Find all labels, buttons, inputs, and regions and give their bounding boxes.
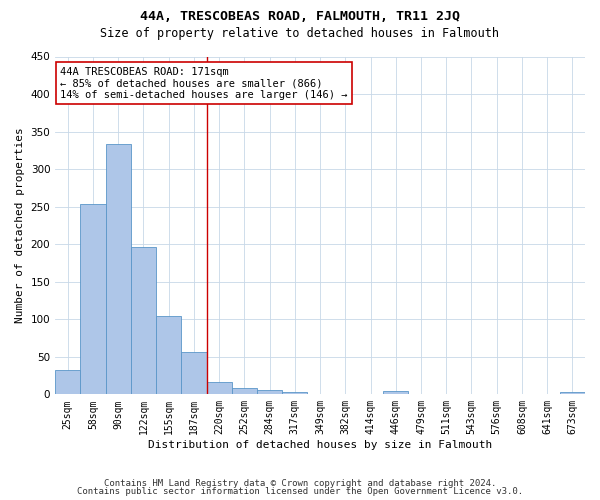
Text: 44A, TRESCOBEAS ROAD, FALMOUTH, TR11 2JQ: 44A, TRESCOBEAS ROAD, FALMOUTH, TR11 2JQ bbox=[140, 10, 460, 23]
Bar bbox=[156, 316, 181, 394]
Text: 44A TRESCOBEAS ROAD: 171sqm
← 85% of detached houses are smaller (866)
14% of se: 44A TRESCOBEAS ROAD: 171sqm ← 85% of det… bbox=[61, 66, 348, 100]
Bar bbox=[206, 382, 232, 394]
Bar bbox=[181, 352, 206, 395]
Bar bbox=[232, 388, 257, 394]
Text: Size of property relative to detached houses in Falmouth: Size of property relative to detached ho… bbox=[101, 28, 499, 40]
Bar bbox=[560, 392, 585, 394]
Bar bbox=[131, 247, 156, 394]
X-axis label: Distribution of detached houses by size in Falmouth: Distribution of detached houses by size … bbox=[148, 440, 492, 450]
Y-axis label: Number of detached properties: Number of detached properties bbox=[15, 128, 25, 324]
Bar bbox=[80, 204, 106, 394]
Bar bbox=[257, 390, 282, 394]
Text: Contains HM Land Registry data © Crown copyright and database right 2024.: Contains HM Land Registry data © Crown c… bbox=[104, 478, 496, 488]
Bar bbox=[282, 392, 307, 394]
Text: Contains public sector information licensed under the Open Government Licence v3: Contains public sector information licen… bbox=[77, 487, 523, 496]
Bar bbox=[383, 392, 409, 394]
Bar bbox=[55, 370, 80, 394]
Bar bbox=[106, 144, 131, 394]
